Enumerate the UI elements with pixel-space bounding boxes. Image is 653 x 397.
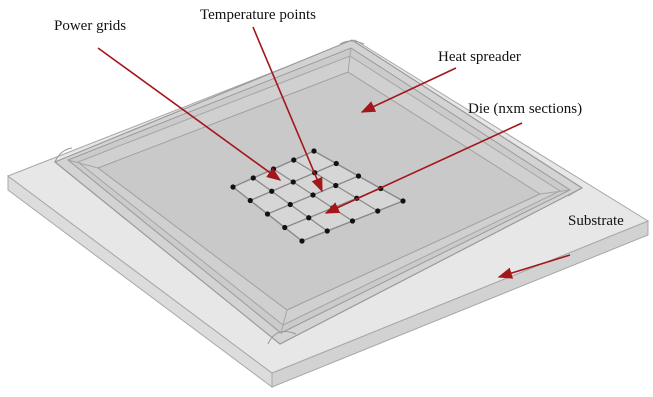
temperature-point xyxy=(264,211,271,217)
arrow-die xyxy=(324,122,523,214)
temperature-point xyxy=(270,166,277,172)
temperature-point xyxy=(310,192,316,198)
arrow-heat-spreader xyxy=(360,67,457,113)
temperature-point xyxy=(306,215,312,221)
temperature-point xyxy=(291,157,297,163)
temperature-point xyxy=(349,218,356,224)
arrow-power-grids xyxy=(97,47,282,181)
temperature-point xyxy=(324,228,330,234)
temperature-point xyxy=(250,175,256,181)
arrow-substrate xyxy=(497,254,571,279)
temperature-point xyxy=(247,197,253,204)
temperature-point xyxy=(311,148,317,154)
label-heat-spreader: Heat spreader xyxy=(438,49,521,65)
arrow-temperature-points xyxy=(252,26,323,193)
label-substrate: Substrate xyxy=(568,213,624,229)
temperature-point xyxy=(290,179,296,185)
temperature-point xyxy=(230,184,236,190)
temperature-point xyxy=(375,208,381,214)
temperature-point xyxy=(333,160,339,167)
temperature-point xyxy=(400,198,406,204)
temperature-point xyxy=(287,201,293,208)
label-die: Die (nxm sections) xyxy=(468,101,582,117)
temperature-point xyxy=(355,173,362,179)
temperature-point xyxy=(333,182,339,189)
label-power-grids: Power grids xyxy=(54,18,126,34)
callout-arrows xyxy=(97,26,571,279)
temperature-point xyxy=(282,224,288,231)
temperature-points xyxy=(230,148,406,244)
label-temperature-points: Temperature points xyxy=(200,7,316,23)
temperature-point xyxy=(269,188,275,194)
temperature-point xyxy=(299,238,305,244)
